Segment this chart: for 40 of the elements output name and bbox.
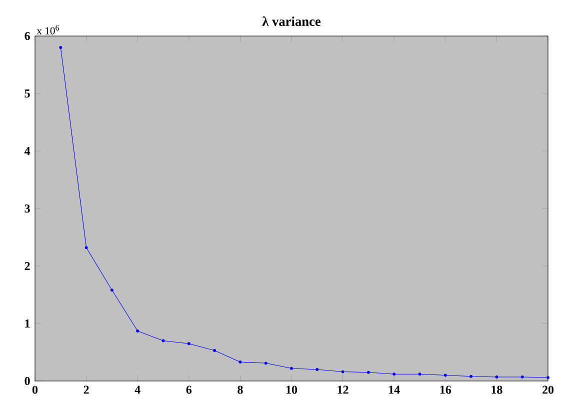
point [238, 360, 242, 364]
y-tick-label: 5 [24, 90, 30, 98]
x-tick-label: 12 [338, 386, 348, 394]
point [495, 375, 498, 378]
x-tick-label: 2 [84, 386, 89, 394]
point [316, 368, 319, 371]
x-tick-label: 8 [238, 386, 243, 394]
x-tick-label: 18 [492, 386, 502, 394]
x-tick-label: 6 [186, 386, 192, 394]
point [444, 374, 447, 377]
point [418, 372, 422, 376]
y-tick-label: 1 [25, 320, 30, 328]
point [187, 342, 190, 346]
y-tick-label: 6 [24, 32, 30, 40]
point [520, 375, 524, 378]
text: x 10$^{6}$ [36, 25, 60, 34]
point [110, 288, 114, 292]
point [546, 376, 550, 380]
x-tick-label: 4 [134, 386, 140, 394]
y-tick-label: 2 [24, 262, 30, 270]
point [470, 374, 473, 378]
x-tick-label: 20 [542, 386, 554, 394]
point [341, 370, 344, 374]
point [392, 372, 396, 376]
point [290, 366, 293, 370]
point [366, 370, 370, 374]
point [162, 339, 165, 342]
x-tick-label: 16 [440, 386, 452, 394]
x-tick-label: 14 [389, 386, 400, 394]
point [213, 349, 216, 352]
y-tick-label: 3 [24, 204, 30, 213]
y-tick-label: 4 [24, 147, 30, 155]
x-tick-label: 0 [32, 386, 38, 394]
point [59, 46, 62, 49]
chart-title: λ variance [262, 16, 321, 26]
x-tick-label: 10 [286, 386, 298, 394]
point [264, 362, 268, 365]
point [136, 329, 140, 332]
y-tick-label: 0 [24, 376, 30, 386]
point [84, 246, 88, 250]
